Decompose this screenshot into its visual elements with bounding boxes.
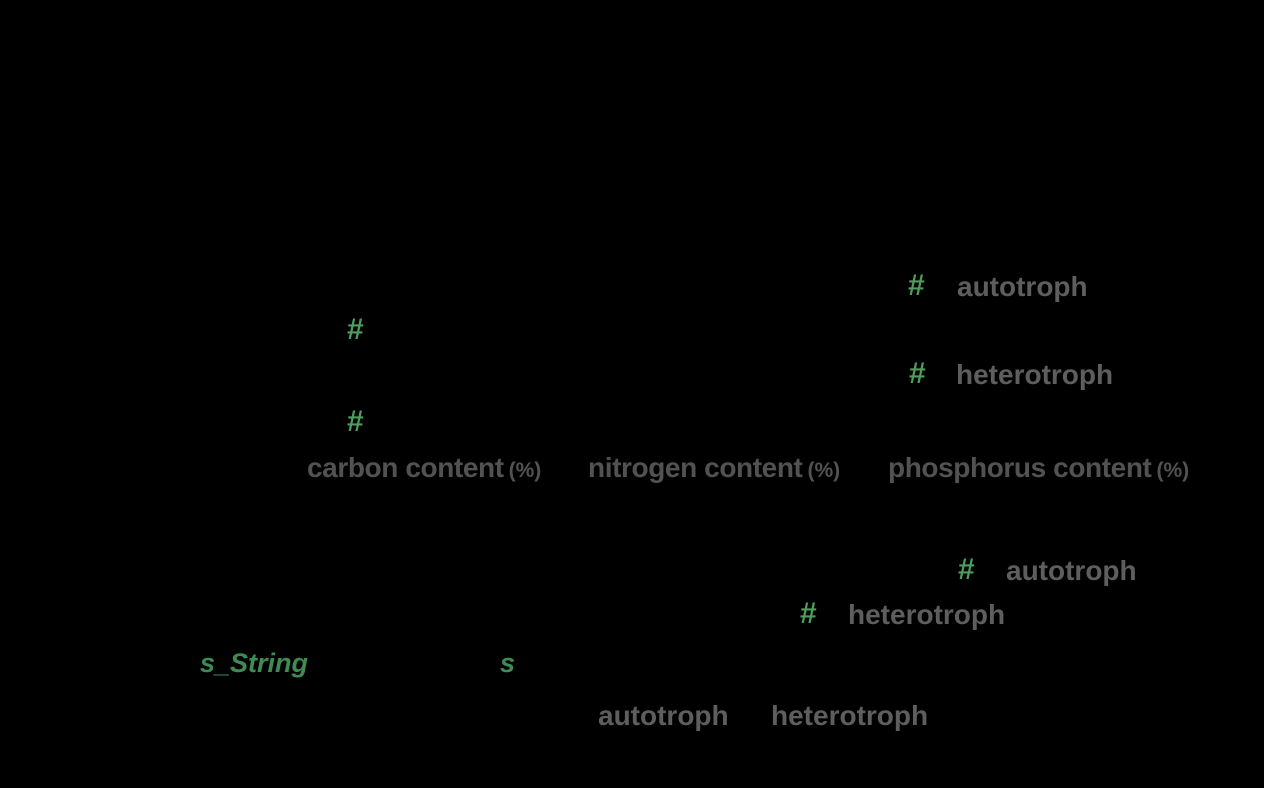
column-header-label: nitrogen content	[588, 452, 803, 483]
string-heterotroph: heterotroph	[956, 359, 1114, 390]
column-header-phosphorus: phosphorus content (%)	[888, 454, 1189, 482]
string-autotroph: autotroph	[1006, 555, 1137, 586]
legend-label-autotroph: autotroph	[598, 700, 729, 731]
column-header-label: carbon content	[307, 452, 504, 483]
column-header-carbon: carbon content (%)	[307, 454, 541, 482]
slot-token: #	[958, 553, 975, 586]
slot-token: #	[347, 313, 364, 346]
column-header-nitrogen: nitrogen content (%)	[588, 454, 840, 482]
slot-token: #	[909, 357, 926, 390]
pattern-variable-s: s	[500, 648, 516, 678]
slot-token: #	[908, 269, 925, 302]
string-heterotroph: heterotroph	[848, 599, 1006, 630]
pattern-s-string: s_String	[200, 648, 309, 678]
slot-token: #	[347, 405, 364, 438]
column-header-unit: (%)	[508, 459, 542, 482]
column-header-label: phosphorus content	[888, 452, 1152, 483]
string-autotroph: autotroph	[957, 271, 1088, 302]
legend-label-heterotroph: heterotroph	[771, 700, 929, 731]
slot-token: #	[800, 597, 817, 630]
column-header-unit: (%)	[807, 459, 841, 482]
column-header-unit: (%)	[1156, 459, 1190, 482]
